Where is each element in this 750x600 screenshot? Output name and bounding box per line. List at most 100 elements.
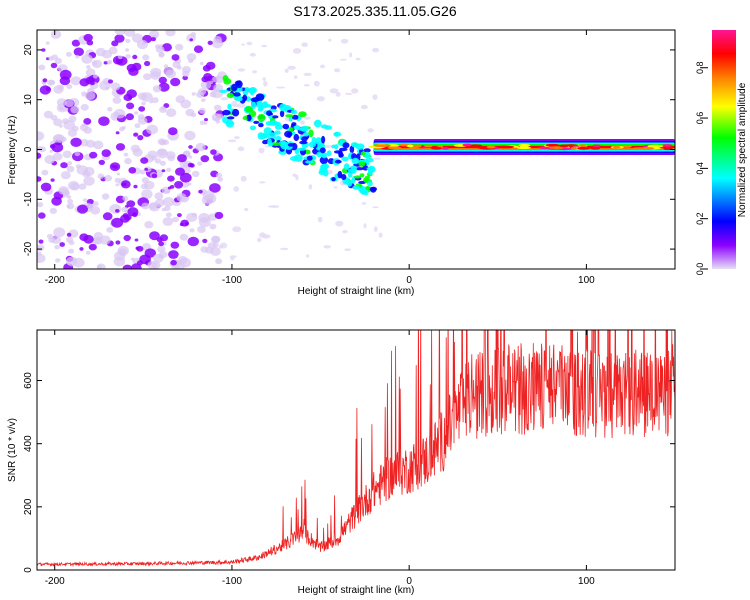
noise-blob bbox=[355, 57, 361, 61]
tone-blob bbox=[399, 143, 408, 147]
noise-blob bbox=[216, 172, 222, 178]
transition-blob bbox=[364, 151, 371, 159]
noise-blob bbox=[90, 206, 101, 215]
noise-blob bbox=[37, 146, 44, 152]
noise-blob bbox=[154, 192, 164, 200]
transition-blob bbox=[250, 101, 257, 109]
noise-blob bbox=[198, 107, 206, 114]
noise-blob bbox=[372, 47, 380, 53]
noise-blob bbox=[334, 68, 341, 73]
noise-blob bbox=[177, 154, 187, 163]
noise-blob bbox=[220, 97, 229, 101]
noise-blob bbox=[48, 79, 56, 86]
x-tick-label: 0 bbox=[406, 275, 412, 286]
noise-blob bbox=[60, 171, 71, 180]
noise-blob bbox=[62, 150, 72, 159]
noise-blob bbox=[99, 235, 111, 245]
noise-blob bbox=[201, 76, 209, 83]
noise-blob bbox=[177, 213, 182, 218]
chart-title: S173.2025.335.11.05.G26 bbox=[293, 3, 456, 19]
noise-blob bbox=[186, 53, 197, 62]
noise-blob bbox=[219, 242, 228, 249]
noise-blob bbox=[367, 128, 374, 133]
noise-blob bbox=[335, 92, 341, 97]
noise-blob bbox=[66, 165, 75, 173]
noise-blob bbox=[42, 78, 48, 83]
colorbar-tick-label: 0.4 bbox=[695, 162, 705, 175]
noise-blob bbox=[59, 242, 65, 247]
transition-blob bbox=[365, 186, 371, 191]
x-tick-label: -100 bbox=[222, 275, 242, 286]
transition-blob bbox=[306, 155, 313, 161]
noise-blob bbox=[86, 65, 91, 69]
noise-blob bbox=[323, 245, 332, 249]
noise-blob bbox=[158, 82, 170, 92]
transition-blob bbox=[231, 83, 238, 92]
noise-blob bbox=[257, 237, 262, 243]
noise-blob bbox=[213, 104, 222, 112]
spectrogram-y-label: Frequency (Hz) bbox=[7, 116, 18, 185]
transition-blob bbox=[361, 190, 366, 195]
noise-blob bbox=[60, 162, 68, 169]
noise-blob bbox=[98, 116, 110, 126]
transition-blob bbox=[244, 87, 250, 92]
noise-blob bbox=[138, 106, 146, 112]
noise-blob bbox=[37, 202, 44, 208]
noise-blob bbox=[167, 154, 175, 162]
snr-panel: -200 -100 0 100 0 200 400 600 Height of straigh… bbox=[7, 329, 676, 596]
transition-blob bbox=[235, 80, 243, 89]
tone-blob bbox=[373, 144, 391, 148]
transition-blob bbox=[288, 116, 293, 122]
noise-blob bbox=[189, 38, 193, 42]
noise-blob bbox=[83, 118, 92, 125]
noise-blob bbox=[378, 232, 383, 238]
transition-blob bbox=[333, 150, 342, 154]
noise-blob bbox=[151, 97, 159, 104]
noise-blob bbox=[134, 111, 139, 115]
noise-blob bbox=[139, 169, 146, 175]
noise-blob bbox=[201, 98, 206, 103]
transition-blob bbox=[319, 156, 329, 165]
snr-x-label: Height of straight line (km) bbox=[298, 585, 415, 596]
noise-blob bbox=[122, 195, 129, 201]
noise-blob bbox=[292, 173, 297, 177]
noise-blob bbox=[106, 227, 114, 233]
transition-blob bbox=[293, 133, 300, 142]
noise-blob bbox=[142, 54, 150, 61]
noise-blob bbox=[82, 170, 91, 178]
noise-blob bbox=[134, 123, 141, 129]
tone-blob bbox=[577, 146, 591, 150]
transition-blob bbox=[257, 107, 263, 112]
noise-blob bbox=[59, 69, 72, 80]
transition-blob bbox=[321, 163, 330, 170]
tone-blob bbox=[407, 144, 414, 148]
tone-blob bbox=[549, 146, 565, 150]
transition-blob bbox=[258, 122, 264, 128]
noise-blob bbox=[295, 174, 299, 181]
tone-blob bbox=[516, 146, 532, 150]
noise-blob bbox=[52, 152, 63, 161]
noise-blob bbox=[37, 152, 42, 159]
noise-blob bbox=[55, 258, 61, 263]
y-tick-label: 600 bbox=[23, 372, 34, 389]
noise-blob bbox=[38, 239, 44, 244]
transition-blob bbox=[350, 165, 357, 174]
noise-blob bbox=[294, 75, 298, 79]
noise-blob bbox=[135, 246, 140, 250]
noise-blob bbox=[96, 264, 102, 269]
noise-blob bbox=[182, 75, 188, 81]
y-tick-label: -20 bbox=[23, 241, 34, 256]
noise-blob bbox=[207, 40, 213, 45]
noise-blob bbox=[123, 152, 129, 157]
noise-blob bbox=[144, 167, 149, 171]
transition-blob bbox=[226, 92, 234, 99]
noise-blob bbox=[162, 217, 174, 226]
noise-blob bbox=[300, 120, 305, 125]
colorbar-tick-label: 0.2 bbox=[695, 212, 705, 225]
tone-blob bbox=[559, 144, 570, 148]
noise-blob bbox=[144, 60, 151, 67]
noise-blob bbox=[180, 99, 192, 109]
noise-blob bbox=[109, 204, 122, 214]
noise-blob bbox=[125, 113, 134, 121]
noise-blob bbox=[125, 54, 131, 59]
